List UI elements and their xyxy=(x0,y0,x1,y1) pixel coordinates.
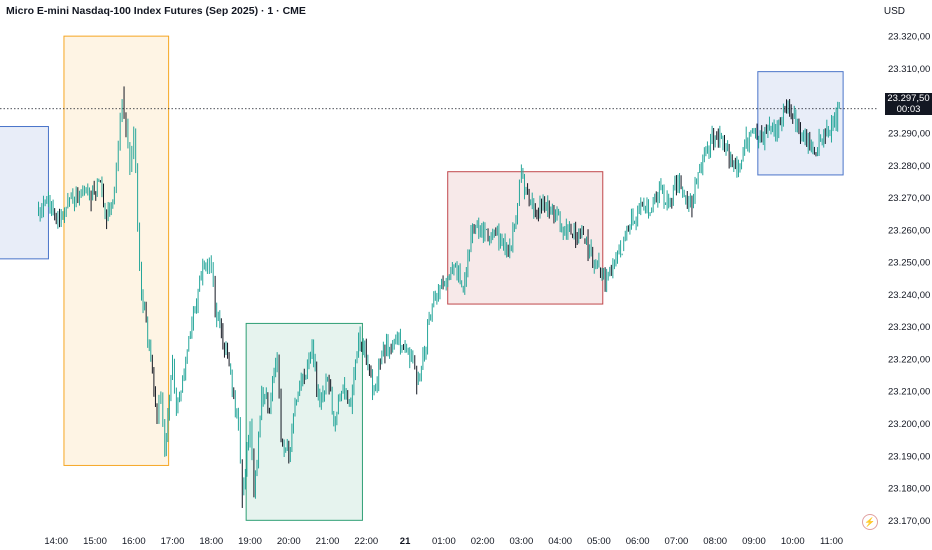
x-tick-label: 21 xyxy=(400,536,411,547)
x-tick-label: 07:00 xyxy=(665,536,689,547)
x-tick-label: 02:00 xyxy=(471,536,495,547)
y-tick-label: 23.280,00 xyxy=(888,161,930,172)
x-tick-label: 06:00 xyxy=(626,536,650,547)
x-tick-label: 05:00 xyxy=(587,536,611,547)
x-tick-label: 10:00 xyxy=(781,536,805,547)
y-tick-label: 23.230,00 xyxy=(888,322,930,333)
x-tick-label: 03:00 xyxy=(509,536,533,547)
x-tick-label: 01:00 xyxy=(432,536,456,547)
x-tick-label: 22:00 xyxy=(354,536,378,547)
y-tick-label: 23.290,00 xyxy=(888,128,930,139)
x-tick-label: 19:00 xyxy=(238,536,262,547)
x-tick-label: 17:00 xyxy=(161,536,185,547)
y-tick-label: 23.240,00 xyxy=(888,290,930,301)
current-price-value: 23.297,50 xyxy=(887,93,930,104)
x-tick-label: 15:00 xyxy=(83,536,107,547)
session-box xyxy=(0,126,49,260)
x-tick-label: 14:00 xyxy=(44,536,68,547)
y-tick-label: 23.310,00 xyxy=(888,64,930,75)
session-box xyxy=(245,322,363,521)
x-tick-label: 21:00 xyxy=(316,536,340,547)
bar-countdown: 00:03 xyxy=(896,104,921,115)
x-tick-label: 09:00 xyxy=(742,536,766,547)
lightning-icon[interactable]: ⚡ xyxy=(862,514,878,530)
x-tick-label: 04:00 xyxy=(548,536,572,547)
y-tick-label: 23.190,00 xyxy=(888,451,930,462)
y-tick-label: 23.250,00 xyxy=(888,258,930,269)
x-tick-label: 18:00 xyxy=(199,536,223,547)
y-tick-label: 23.170,00 xyxy=(888,516,930,527)
currency-label[interactable]: USD xyxy=(883,6,905,17)
x-tick-label: 08:00 xyxy=(703,536,727,547)
y-tick-label: 23.320,00 xyxy=(888,32,930,43)
y-tick-label: 23.200,00 xyxy=(888,419,930,430)
y-tick-label: 23.270,00 xyxy=(888,193,930,204)
x-tick-label: 20:00 xyxy=(277,536,301,547)
chart-title: Micro E-mini Nasdaq-100 Index Futures (S… xyxy=(6,5,306,17)
x-tick-label: 16:00 xyxy=(122,536,146,547)
current-price-tag: 23.297,50 00:03 xyxy=(885,93,932,115)
y-tick-label: 23.210,00 xyxy=(888,387,930,398)
x-tick-label: 11:00 xyxy=(820,536,843,547)
y-tick-label: 23.180,00 xyxy=(888,484,930,495)
session-box xyxy=(63,35,170,466)
y-tick-label: 23.220,00 xyxy=(888,354,930,365)
y-tick-label: 23.260,00 xyxy=(888,225,930,236)
